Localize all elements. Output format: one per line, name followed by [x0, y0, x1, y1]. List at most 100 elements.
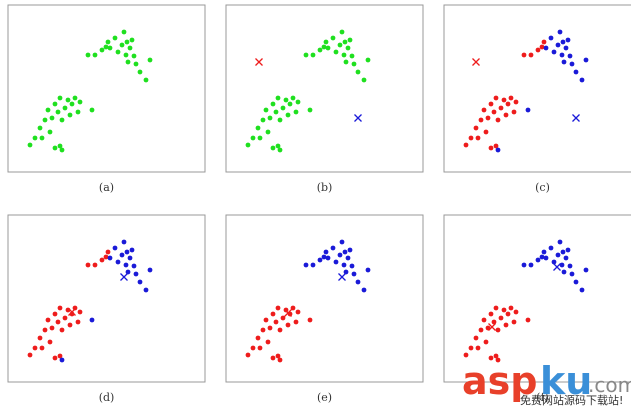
point: [49, 325, 55, 331]
point: [127, 45, 133, 51]
point: [263, 107, 269, 113]
point: [567, 53, 573, 59]
point: [513, 99, 519, 105]
point: [573, 69, 579, 75]
point: [75, 109, 81, 115]
point: [285, 112, 291, 118]
point: [270, 311, 276, 317]
point: [569, 61, 575, 67]
watermark-com: .com: [588, 373, 631, 397]
point: [541, 39, 547, 45]
point: [105, 39, 111, 45]
point: [478, 117, 484, 123]
point: [72, 305, 78, 311]
point: [483, 339, 489, 345]
point: [131, 53, 137, 59]
point: [365, 57, 371, 63]
point: [493, 353, 499, 359]
point: [47, 129, 53, 135]
point: [147, 57, 153, 63]
point: [290, 95, 296, 101]
point: [250, 135, 256, 141]
point: [129, 37, 135, 43]
point: [579, 77, 585, 83]
point: [341, 262, 347, 268]
point: [293, 109, 299, 115]
point: [330, 35, 336, 41]
panel: (c): [443, 4, 631, 194]
point: [49, 115, 55, 121]
point: [245, 142, 251, 148]
point: [307, 107, 313, 113]
point: [347, 247, 353, 253]
point: [342, 39, 348, 45]
panel-frame: [7, 4, 206, 173]
point: [67, 322, 73, 328]
point: [69, 101, 75, 107]
point: [583, 267, 589, 273]
point: [260, 117, 266, 123]
point: [267, 325, 273, 331]
point: [59, 117, 65, 123]
point: [349, 263, 355, 269]
panel-caption: (b): [317, 181, 333, 194]
point: [557, 29, 563, 35]
point: [273, 319, 279, 325]
point: [560, 39, 566, 45]
point: [551, 259, 557, 265]
point: [325, 255, 331, 261]
point: [501, 307, 507, 313]
point: [321, 254, 327, 260]
point: [488, 355, 494, 361]
point: [42, 117, 48, 123]
point: [42, 327, 48, 333]
point: [32, 135, 38, 141]
point: [535, 47, 541, 53]
point: [303, 52, 309, 58]
point: [543, 45, 549, 51]
point: [260, 327, 266, 333]
point: [565, 247, 571, 253]
point: [521, 52, 527, 58]
point: [478, 327, 484, 333]
centroid: [120, 273, 128, 281]
point: [345, 45, 351, 51]
point: [341, 52, 347, 58]
point: [283, 97, 289, 103]
point: [560, 249, 566, 255]
point: [129, 247, 135, 253]
point: [488, 101, 494, 107]
panel: (d): [7, 214, 206, 404]
point: [270, 145, 276, 151]
point: [333, 259, 339, 265]
point: [293, 319, 299, 325]
point: [563, 255, 569, 261]
point: [133, 271, 139, 277]
point: [508, 305, 514, 311]
point: [351, 61, 357, 67]
point: [275, 305, 281, 311]
point: [295, 309, 301, 315]
point: [52, 311, 58, 317]
point: [280, 105, 286, 111]
centroid: [572, 114, 580, 122]
point: [488, 145, 494, 151]
point: [32, 345, 38, 351]
point: [463, 142, 469, 148]
centroid: [488, 323, 496, 331]
point: [539, 254, 545, 260]
point: [45, 107, 51, 113]
point: [561, 269, 567, 275]
point: [280, 315, 286, 321]
point: [468, 135, 474, 141]
panel: (b): [225, 4, 424, 194]
panel: (a): [7, 4, 206, 194]
point: [365, 267, 371, 273]
point: [351, 271, 357, 277]
point: [307, 317, 313, 323]
point: [72, 95, 78, 101]
point: [501, 97, 507, 103]
point: [535, 257, 541, 263]
point: [548, 35, 554, 41]
